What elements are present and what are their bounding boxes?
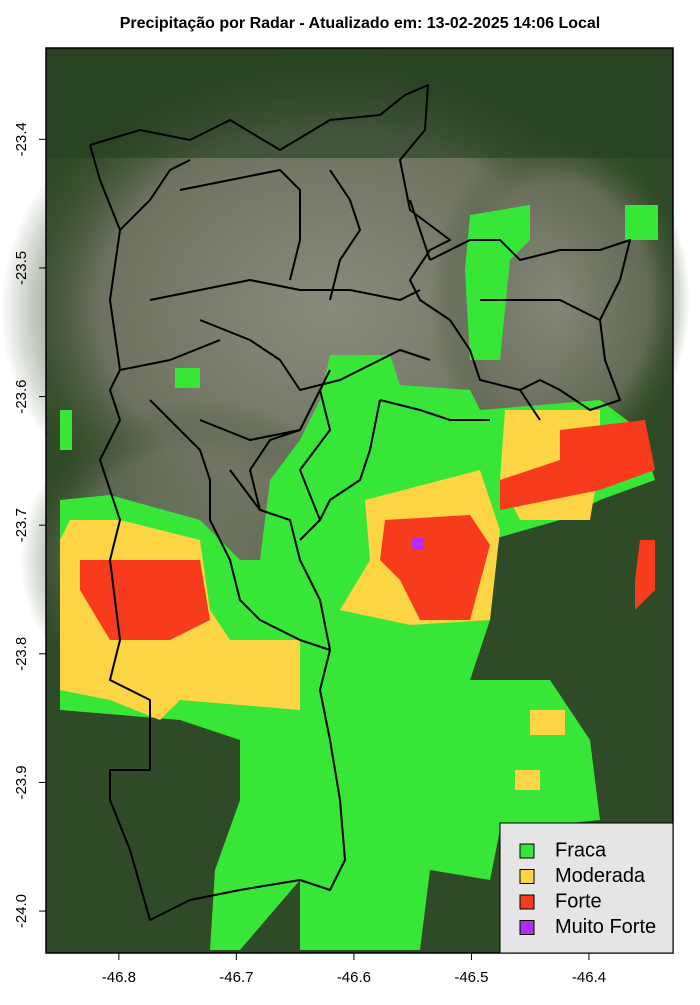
legend: Fraca Moderada Forte Muito Forte xyxy=(499,822,674,954)
radar-muito-forte xyxy=(412,538,424,550)
chart-title: Precipitação por Radar - Atualizado em: … xyxy=(120,15,600,32)
radar-forte xyxy=(80,420,655,640)
y-tick-label: -24.0 xyxy=(13,894,30,928)
legend-swatch xyxy=(519,920,535,935)
x-tick-label: -46.5 xyxy=(454,969,488,986)
x-tick-label: -46.7 xyxy=(219,969,253,986)
legend-label: Muito Forte xyxy=(555,916,656,938)
legend-label: Forte xyxy=(555,890,602,912)
y-tick-label: -23.9 xyxy=(13,765,30,799)
legend-label: Fraca xyxy=(555,839,607,861)
y-tick-label: -23.8 xyxy=(13,637,30,671)
legend-swatch xyxy=(519,894,535,910)
district-borders xyxy=(89,84,631,921)
legend-label: Moderada xyxy=(555,865,646,887)
legend-swatch xyxy=(519,843,535,859)
y-tick-label: -23.6 xyxy=(13,379,30,413)
y-tick-label: -23.5 xyxy=(13,251,30,285)
x-tick-label: -46.4 xyxy=(572,969,606,986)
legend-swatch xyxy=(519,869,535,884)
y-tick-label: -23.4 xyxy=(13,122,30,156)
x-tick-label: -46.6 xyxy=(337,969,371,986)
y-tick-label: -23.7 xyxy=(13,508,30,542)
x-tick-label: -46.8 xyxy=(102,969,136,986)
plot-frame xyxy=(45,47,674,954)
